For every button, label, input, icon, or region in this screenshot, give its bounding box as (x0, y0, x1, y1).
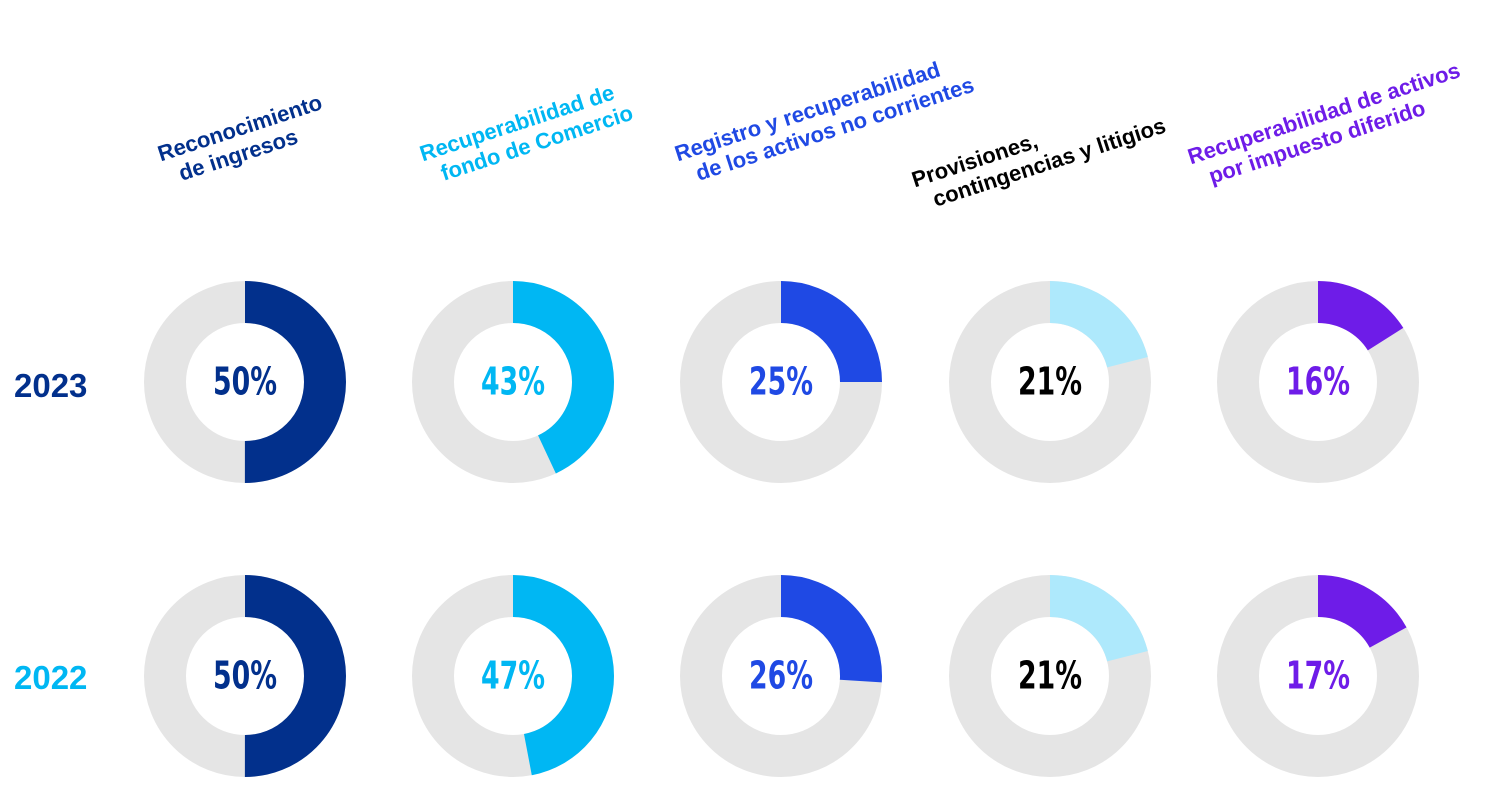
donut-arc-2023-3 (949, 281, 1151, 483)
donut-value-label-2022-2: 26% (749, 654, 813, 698)
donut-arc-2022-3 (949, 575, 1151, 777)
donut-arc-2022-4 (1217, 575, 1419, 777)
donut-value-label-2023-4: 16% (1286, 360, 1350, 404)
year-label-2023: 2023 (14, 367, 88, 404)
donut-value-label-2023-2: 25% (749, 360, 813, 404)
donut-arc-2023-2 (680, 281, 882, 483)
donut-arc-2023-4 (1217, 281, 1419, 483)
donut-arc-2023-0 (144, 281, 346, 483)
donut-arc-2023-1 (412, 281, 614, 483)
donut-value-label-2023-0: 50% (213, 360, 277, 404)
donut-arc-2022-2 (680, 575, 882, 777)
donut-value-label-2022-4: 17% (1286, 654, 1350, 698)
donut-value-label-2022-3: 21% (1018, 654, 1082, 698)
donut-value-label-2022-1: 47% (481, 654, 545, 698)
donut-value-label-2023-3: 21% (1018, 360, 1082, 404)
donut-value-label-2022-0: 50% (213, 654, 277, 698)
donut-arc-2022-0 (144, 575, 346, 777)
donut-value-label-2023-1: 43% (481, 360, 545, 404)
donut-arc-2022-1 (412, 575, 614, 777)
year-label-2022: 2022 (14, 659, 88, 696)
